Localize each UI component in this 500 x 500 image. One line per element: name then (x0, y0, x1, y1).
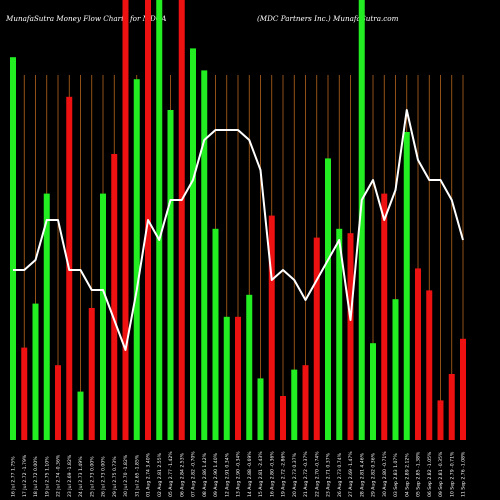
money-flow-bar (347, 233, 354, 440)
money-flow-bar (381, 193, 388, 440)
money-flow-bar (223, 316, 230, 440)
x-tick-label: 22 Aug 2.70 -0.74% (314, 451, 320, 497)
x-tick-label: 06 Sep 2.82 -1.05% (427, 451, 433, 497)
money-flow-bar (10, 57, 16, 440)
x-tick-label: 21 Aug 2.72 -0.37% (303, 451, 309, 497)
price-line (13, 109, 464, 351)
money-flow-bar (268, 215, 275, 440)
x-tick-label: 31 Jul 2.65 -1.85% (134, 454, 140, 497)
x-tick-label: 10 Sep 2.79 -0.71% (449, 451, 455, 497)
x-tick-label: 28 Aug 2.81 4.46% (359, 452, 365, 497)
x-tick-label: 09 Sep 2.81 -0.35% (438, 451, 444, 497)
x-tick-label: 30 Jul 2.70 -1.82% (123, 454, 129, 497)
money-flow-bar (100, 193, 106, 440)
x-tick-label: 20 Aug 2.73 0.37% (292, 452, 298, 497)
money-flow-bar (111, 154, 118, 440)
money-flow-bar (167, 110, 174, 440)
money-flow-bar (77, 391, 84, 440)
x-tick-label: 05 Sep 2.85 -1.38% (416, 451, 422, 497)
money-flow-bar (291, 369, 298, 440)
x-tick-label: 06 Aug 2.84 2.53% (179, 452, 185, 497)
money-flow-bar (178, 0, 185, 440)
money-flow-bar (426, 290, 433, 440)
x-tick-label: 26 Jul 2.73 0.00% (101, 456, 107, 497)
money-flow-bar (415, 268, 421, 440)
money-flow-bar (370, 343, 376, 440)
x-tick-label: 24 Jul 2.73 1.49% (78, 456, 84, 497)
x-tick-label: 03 Sep 2.83 1.07% (393, 453, 399, 497)
x-tick-label: 18 Jul 2.72 0.00% (33, 456, 39, 497)
money-flow-bar (392, 299, 399, 440)
price-line-path (13, 109, 464, 351)
money-flow-bar (212, 228, 219, 440)
x-tick-label: 22 Jul 2.74 -0.36% (56, 454, 62, 497)
x-tick-label: 23 Jul 2.69 -1.82% (67, 454, 73, 497)
money-flow-bar (246, 294, 253, 440)
money-flow-bar (280, 396, 286, 440)
money-flow-bar (257, 378, 264, 440)
x-tick-label: 19 Aug 2.72 -2.86% (281, 451, 287, 497)
x-tick-label: 19 Jul 2.75 1.10% (44, 456, 50, 497)
money-flow-bar (122, 0, 129, 440)
x-tick-label: 23 Aug 2.71 0.37% (326, 452, 332, 497)
x-tick-label: 15 Aug 2.81 -2.43% (258, 451, 264, 497)
x-tick-label: 13 Aug 2.90 -0.34% (236, 451, 242, 497)
x-tick-label: 14 Aug 2.88 -0.69% (247, 451, 253, 497)
money-flow-bar (88, 308, 95, 440)
money-flow-bar (32, 303, 39, 440)
chart-title-left: MunafaSutra Money Flow Charts for MDCA (5, 14, 167, 23)
x-tick-label: 26 Aug 2.73 0.74% (337, 452, 343, 497)
x-tick-label: 08 Aug 2.86 1.42% (202, 452, 208, 497)
x-tick-label: 11 Sep 2.76 -1.08% (461, 451, 467, 497)
x-tick-label: 25 Jul 2.73 0.00% (89, 456, 95, 497)
money-flow-bar (336, 228, 343, 440)
x-axis-labels: 16 Jul 2.77 1.75% 17 Jul 2.72 -1.79% 18 Ju… (11, 451, 467, 497)
x-tick-label: 16 Aug 2.80 -0.36% (269, 451, 275, 497)
x-tick-label: 29 Aug 2.82 0.36% (371, 452, 377, 497)
money-flow-bar (21, 347, 28, 440)
money-flow-bar (156, 0, 163, 440)
x-tick-label: 30 Aug 2.80 -0.71% (382, 451, 388, 497)
money-flow-bar (403, 132, 410, 440)
money-flow-bar (437, 400, 444, 440)
x-tick-label: 04 Sep 2.89 2.12% (404, 453, 410, 497)
money-flow-bar (55, 365, 61, 440)
x-tick-label: 29 Jul 2.75 0.73% (112, 456, 118, 497)
money-flow-bar (325, 158, 331, 440)
x-tick-label: 05 Aug 2.77 -1.42% (168, 451, 174, 497)
money-flow-bar (43, 193, 50, 440)
x-tick-label: 27 Aug 2.69 -1.47% (348, 451, 354, 497)
x-tick-label: 17 Jul 2.72 -1.79% (22, 454, 28, 497)
money-flow-bar (302, 365, 309, 440)
x-tick-label: 07 Aug 2.82 -0.70% (191, 451, 197, 497)
x-tick-label: 02 Aug 2.81 2.55% (157, 452, 163, 497)
x-tick-label: 16 Jul 2.77 1.75% (11, 456, 17, 497)
chart-title-right: (MDC Partners Inc.) MunafaSutra.com (257, 14, 399, 23)
money-flow-bar (235, 316, 241, 440)
x-tick-label: 01 Aug 2.74 3.40% (146, 452, 152, 497)
x-tick-label: 12 Aug 2.91 0.34% (224, 452, 230, 497)
money-flow-bar (201, 70, 208, 441)
money-flow-bar (133, 79, 140, 440)
money-flow-bar (460, 338, 466, 440)
money-flow-bar (448, 374, 455, 440)
x-tick-label: 09 Aug 2.90 1.40% (213, 452, 219, 497)
money-flow-bar (313, 237, 320, 440)
money-flow-bar (358, 0, 365, 440)
money-flow-bar (190, 48, 196, 441)
